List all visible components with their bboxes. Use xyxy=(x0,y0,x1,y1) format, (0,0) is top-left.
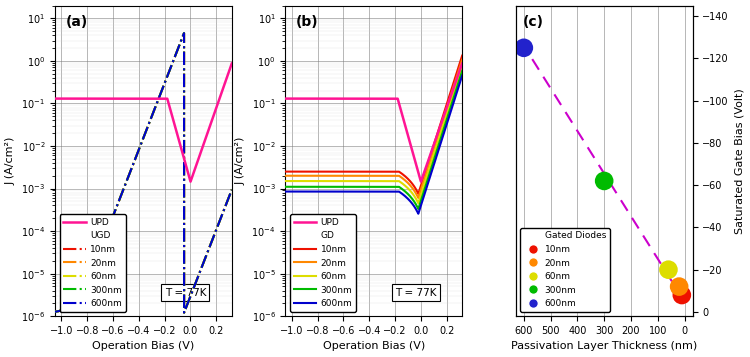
Legend: Gated Diodes, 10nm, 20nm, 60nm, 300nm, 600nm: Gated Diodes, 10nm, 20nm, 60nm, 300nm, 6… xyxy=(520,228,610,312)
Y-axis label: Saturated Gate Bias (Volt): Saturated Gate Bias (Volt) xyxy=(734,88,745,234)
Y-axis label: J (A/cm²): J (A/cm²) xyxy=(5,137,16,185)
Point xyxy=(598,178,610,184)
Point xyxy=(676,292,688,298)
Y-axis label: J (A/cm²): J (A/cm²) xyxy=(236,137,246,185)
Legend: UPD, GD, 10nm, 20nm, 60nm, 300nm, 600nm: UPD, GD, 10nm, 20nm, 60nm, 300nm, 600nm xyxy=(290,214,356,312)
Text: (a): (a) xyxy=(66,15,88,29)
Text: T = 77K: T = 77K xyxy=(164,287,206,297)
Point xyxy=(674,284,686,290)
X-axis label: Operation Bias (V): Operation Bias (V) xyxy=(92,341,194,351)
Point xyxy=(662,267,674,272)
X-axis label: Operation Bias (V): Operation Bias (V) xyxy=(322,341,425,351)
Text: T = 77K: T = 77K xyxy=(395,287,436,297)
Text: (c): (c) xyxy=(523,15,544,29)
Text: (b): (b) xyxy=(296,15,319,29)
Point xyxy=(518,45,530,51)
Legend: UPD, UGD, 10nm, 20nm, 60nm, 300nm, 600nm: UPD, UGD, 10nm, 20nm, 60nm, 300nm, 600nm xyxy=(59,214,125,312)
X-axis label: Passivation Layer Thickness (nm): Passivation Layer Thickness (nm) xyxy=(511,341,698,351)
